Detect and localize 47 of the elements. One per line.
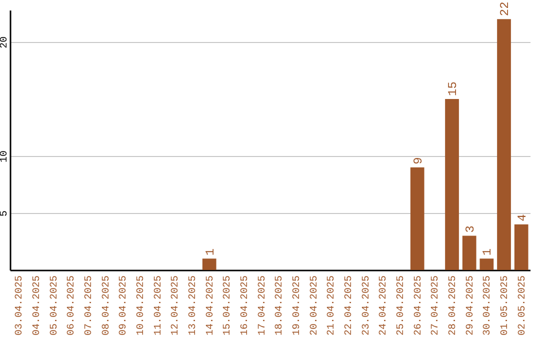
x-tick-label: 10.04.2025 <box>136 276 147 336</box>
bar <box>514 224 528 270</box>
y-tick-label: 20 <box>0 36 10 48</box>
x-tick-label: 25.04.2025 <box>396 276 407 336</box>
x-tick-label: 17.04.2025 <box>257 276 268 336</box>
x-tick-label: 04.04.2025 <box>32 276 43 336</box>
x-tick-label: 20.04.2025 <box>309 276 320 336</box>
x-tick-label: 12.04.2025 <box>170 276 182 336</box>
x-tick-label: 08.04.2025 <box>101 276 112 336</box>
x-tick-label: 22.04.2025 <box>344 276 355 336</box>
data-label: 9 <box>411 157 426 164</box>
bar <box>480 258 494 270</box>
x-tick-label: 23.04.2025 <box>361 276 372 336</box>
data-label: 4 <box>515 214 530 222</box>
x-tick-label: 16.04.2025 <box>240 276 251 336</box>
x-tick-label: 15.04.2025 <box>222 276 234 336</box>
x-tick-label: 19.04.2025 <box>292 276 303 336</box>
x-tick-label: 27.04.2025 <box>430 276 442 336</box>
x-tick-label: 28.04.2025 <box>448 276 459 336</box>
data-label: 1 <box>203 248 218 256</box>
x-tick-label: 13.04.2025 <box>188 276 199 336</box>
bar <box>497 19 511 270</box>
x-tick-label: 09.04.2025 <box>118 276 130 336</box>
x-tick-label: 01.05.2025 <box>500 276 511 336</box>
bar <box>462 236 476 270</box>
x-tick-label: 30.04.2025 <box>482 276 494 336</box>
y-tick-label: 10 <box>0 150 10 162</box>
x-tick-label: 11.04.2025 <box>153 276 164 336</box>
x-tick-label: 14.04.2025 <box>205 276 216 336</box>
x-tick-label: 24.04.2025 <box>378 276 390 336</box>
bar <box>445 98 459 270</box>
x-tick-label: 18.04.2025 <box>274 276 286 336</box>
bar <box>410 167 424 270</box>
x-tick-label: 21.04.2025 <box>326 276 338 336</box>
data-label: 22 <box>498 2 512 16</box>
x-tick-label: 02.05.2025 <box>517 276 528 336</box>
bar <box>202 258 216 270</box>
x-tick-label: 07.04.2025 <box>84 276 95 336</box>
data-label: 1 <box>480 248 495 256</box>
x-tick-label: 06.04.2025 <box>66 276 78 336</box>
data-label: 15 <box>446 82 460 96</box>
x-tick-label: 26.04.2025 <box>413 276 424 336</box>
data-label: 3 <box>463 226 478 233</box>
x-tick-label: 29.04.2025 <box>465 276 476 336</box>
y-tick-label: 5 <box>0 210 10 216</box>
x-tick-label: 05.04.2025 <box>49 276 60 336</box>
x-tick-label: 03.04.2025 <box>14 276 26 336</box>
